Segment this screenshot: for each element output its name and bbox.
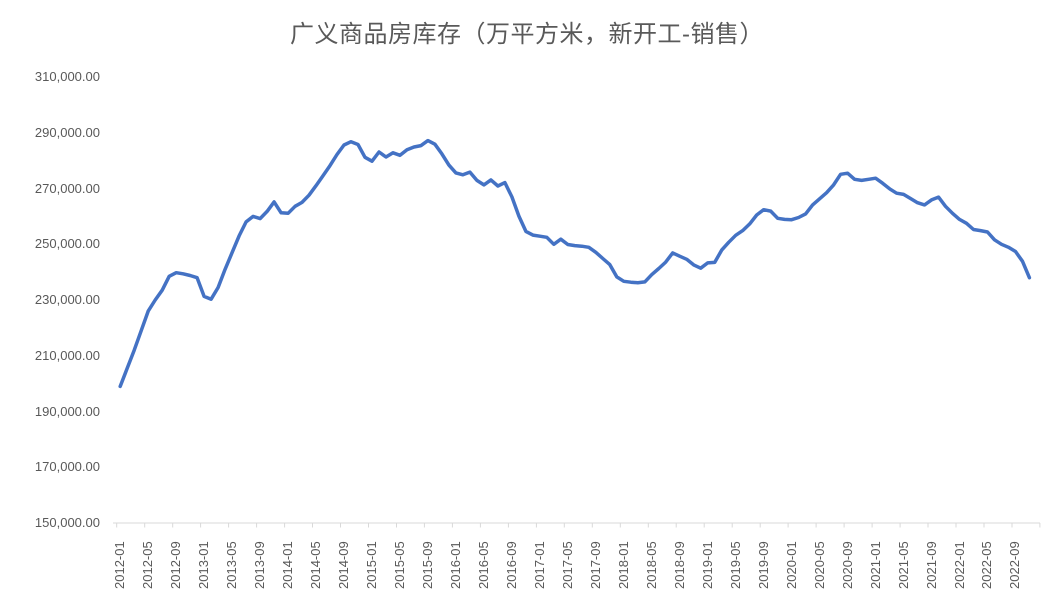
y-axis-label: 210,000.00 <box>34 347 100 363</box>
x-axis-label: 2022-05 <box>979 541 995 589</box>
x-axis-label: 2019-01 <box>699 541 715 589</box>
x-axis-label: 2021-01 <box>867 541 883 589</box>
chart-title: 广义商品房库存（万平方米，新开工-销售） <box>290 21 764 48</box>
x-axis-label: 2014-01 <box>280 541 296 589</box>
x-axis-label: 2016-01 <box>447 541 463 589</box>
x-axis-label: 2019-05 <box>727 541 743 589</box>
x-axis-label: 2012-01 <box>112 541 128 589</box>
x-axis-label: 2020-09 <box>839 541 855 589</box>
x-axis-ticks <box>116 523 1041 528</box>
x-axis-label: 2017-01 <box>531 541 547 589</box>
y-axis-label: 170,000.00 <box>34 459 100 475</box>
x-axis-label: 2016-09 <box>503 541 519 589</box>
y-axis-label: 190,000.00 <box>34 403 100 419</box>
y-axis-label: 150,000.00 <box>34 515 100 530</box>
x-axis-label: 2016-05 <box>475 541 491 589</box>
x-axis-label: 2014-05 <box>308 541 324 589</box>
y-axis-label: 230,000.00 <box>34 292 100 307</box>
y-axis-label: 310,000.00 <box>34 69 100 84</box>
x-axis-label: 2012-09 <box>168 541 184 589</box>
y-axis-label: 250,000.00 <box>34 236 100 252</box>
x-axis-label: 2022-09 <box>1007 541 1023 589</box>
x-axis-label: 2017-09 <box>587 541 603 589</box>
x-axis-label: 2019-09 <box>755 541 771 589</box>
x-axis-label: 2015-09 <box>419 541 435 589</box>
x-axis-label: 2017-05 <box>559 541 575 589</box>
x-axis-label: 2020-01 <box>783 541 799 589</box>
x-axis-label: 2018-05 <box>643 541 659 589</box>
x-axis-label: 2021-09 <box>923 541 939 589</box>
x-axis-label: 2018-01 <box>615 541 631 589</box>
x-axis-label: 2021-05 <box>895 541 911 589</box>
x-axis-label: 2015-01 <box>363 541 379 589</box>
x-axis-label: 2014-09 <box>336 541 352 589</box>
x-axis-label: 2012-05 <box>140 541 156 589</box>
y-axis-label: 270,000.00 <box>34 180 100 196</box>
x-axis-label: 2018-09 <box>671 541 687 589</box>
y-axis-label: 290,000.00 <box>34 124 100 140</box>
x-axis-label: 2022-01 <box>951 541 967 589</box>
x-axis-label: 2015-05 <box>391 541 407 589</box>
x-axis-label: 2013-05 <box>224 541 240 589</box>
inventory-series-line <box>118 138 1032 389</box>
x-axis-label: 2013-09 <box>252 541 268 589</box>
x-axis-label: 2013-01 <box>196 541 212 589</box>
x-axis-label: 2020-05 <box>811 541 827 589</box>
